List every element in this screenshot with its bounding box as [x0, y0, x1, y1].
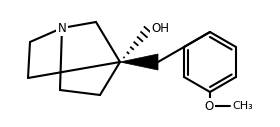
Text: OH: OH: [151, 22, 169, 36]
Text: O: O: [204, 99, 214, 113]
Polygon shape: [120, 54, 158, 70]
Text: CH₃: CH₃: [232, 101, 253, 111]
Text: N: N: [58, 21, 66, 35]
